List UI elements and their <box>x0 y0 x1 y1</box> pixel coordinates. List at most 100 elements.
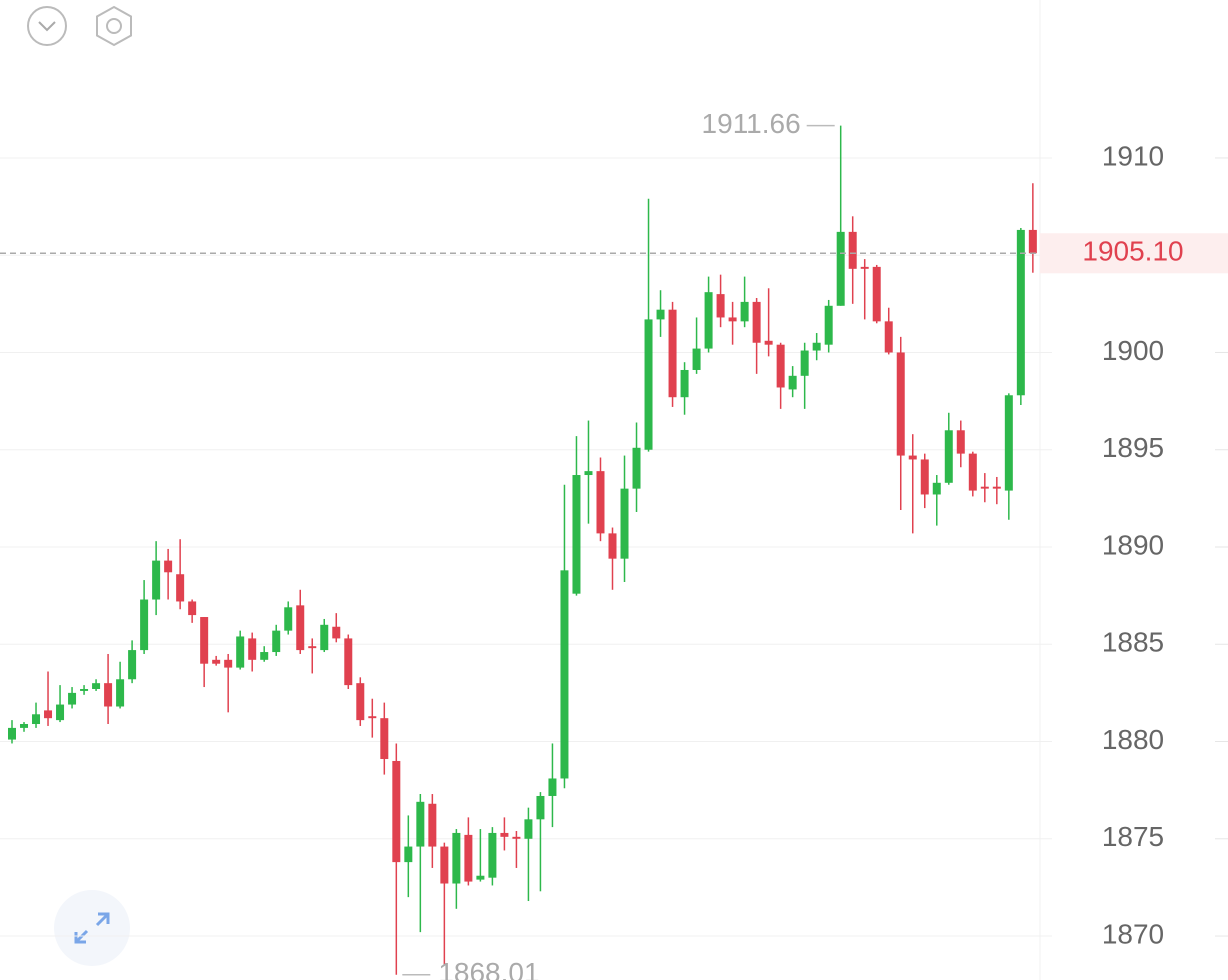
candle-body <box>344 638 353 686</box>
candle-body <box>140 599 149 651</box>
candle-body <box>596 471 605 534</box>
candle-body <box>320 624 329 651</box>
candle-body <box>176 574 185 602</box>
candle-body <box>464 834 473 882</box>
candle-body <box>884 321 893 353</box>
candle-body <box>272 630 281 653</box>
candle-body <box>560 570 569 779</box>
candle-body <box>68 692 77 705</box>
candle-body <box>224 659 233 668</box>
candle-body <box>20 724 29 728</box>
candle-body <box>536 795 545 820</box>
candle-body <box>452 832 461 884</box>
candle-body <box>164 560 173 573</box>
candle-body <box>260 652 269 660</box>
y-tick-label: 1895 <box>1102 432 1164 463</box>
candle-body <box>812 342 821 351</box>
candle-body <box>1016 229 1025 396</box>
candle-body <box>296 605 305 651</box>
candle-body <box>488 832 497 878</box>
y-tick-label: 1890 <box>1102 529 1164 560</box>
candle-body <box>908 455 917 460</box>
candle-body <box>380 718 389 760</box>
candle-body <box>824 305 833 345</box>
candle-body <box>944 430 953 483</box>
low-label: 1868.01 <box>438 957 539 980</box>
last-price-box <box>1040 233 1228 274</box>
candle-body <box>764 340 773 345</box>
settings-button[interactable] <box>96 5 132 47</box>
candle-body <box>128 650 137 680</box>
candle-body <box>620 488 629 559</box>
candle-body <box>428 803 437 847</box>
candle-body <box>896 352 905 456</box>
candle-body <box>284 607 293 631</box>
candle-body <box>704 292 713 349</box>
fullscreen-button[interactable] <box>54 890 130 966</box>
candle-body <box>752 301 761 343</box>
candle-body <box>116 679 125 707</box>
candle-body <box>548 778 557 796</box>
y-tick-label: 1910 <box>1102 140 1164 171</box>
candle-body <box>524 819 533 839</box>
candle-body <box>968 453 977 491</box>
candle-body <box>680 369 689 398</box>
candle-body <box>56 704 65 721</box>
candle-body <box>728 317 737 322</box>
candle-body <box>104 683 113 707</box>
candle-body <box>8 727 16 740</box>
candle-body <box>392 760 401 863</box>
candle-body <box>992 486 1001 489</box>
y-tick-label: 1870 <box>1102 918 1164 949</box>
collapse-button[interactable] <box>27 6 67 46</box>
y-tick-label: 1900 <box>1102 335 1164 366</box>
candle-body <box>80 688 89 691</box>
candle-body <box>332 626 341 639</box>
last-price-label: 1905.10 <box>1082 236 1183 267</box>
candle-body <box>440 846 449 884</box>
candle-body <box>932 482 941 495</box>
candle-body <box>308 646 317 649</box>
candle-body <box>572 475 581 594</box>
candle-body <box>500 832 509 837</box>
candle-body <box>368 716 377 719</box>
candle-body <box>248 638 257 660</box>
candle-body <box>848 231 857 269</box>
candle-body <box>152 560 161 600</box>
candle-body <box>872 266 881 322</box>
candle-body <box>668 309 677 398</box>
candle-body <box>956 430 965 454</box>
y-tick-label: 1875 <box>1102 821 1164 852</box>
candle-body <box>608 533 617 559</box>
high-label: 1911.66 <box>702 108 801 139</box>
candle-body <box>800 350 809 376</box>
candle-body <box>920 459 929 495</box>
candle-body <box>584 471 593 476</box>
candle-body <box>404 846 413 863</box>
candle-body <box>188 601 197 616</box>
candle-body <box>980 486 989 489</box>
candle-body <box>32 714 41 725</box>
y-tick-label: 1885 <box>1102 627 1164 658</box>
candle-body <box>656 309 665 320</box>
candle-body <box>644 319 653 450</box>
candle-body <box>860 266 869 269</box>
candle-body <box>692 348 701 370</box>
candle-body <box>92 683 101 689</box>
candle-body <box>836 231 845 306</box>
candle-body <box>632 447 641 489</box>
candle-body <box>788 375 797 390</box>
candle-body <box>416 801 425 847</box>
y-tick-label: 1880 <box>1102 724 1164 755</box>
candle-body <box>776 344 785 388</box>
candle-body <box>476 875 485 880</box>
candle-body <box>356 683 365 721</box>
candle-body <box>1004 395 1013 491</box>
candle-body <box>44 710 53 719</box>
candle-body <box>1028 229 1037 254</box>
candle-body <box>212 659 221 664</box>
candle-body <box>236 636 245 668</box>
candle-body <box>740 301 749 322</box>
